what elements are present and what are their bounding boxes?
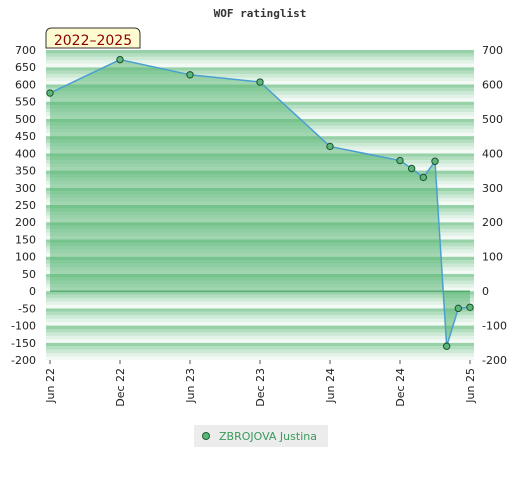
series-area <box>50 59 470 347</box>
y-tick-label: 300 <box>15 182 36 195</box>
y-tick-label: 500 <box>15 113 36 126</box>
y-tick-label: 100 <box>15 251 36 264</box>
y-axis-left: -200 -150 -100 -50 0 50 100 150 200 250 300 350 400 4… <box>11 44 36 367</box>
y-tick-label-right: 100 <box>482 251 503 264</box>
series-line <box>49 58 471 347</box>
y-tick-label: -100 <box>11 320 36 333</box>
x-tick-label: Dec 23 <box>254 368 267 407</box>
data-point[interactable] <box>419 173 428 182</box>
y-tick-label-right: -100 <box>482 320 507 333</box>
data-points <box>46 55 474 350</box>
y-tick-label: 450 <box>15 130 36 143</box>
y-tick-label: -150 <box>11 337 36 350</box>
y-tick-label: 350 <box>15 165 36 178</box>
x-tick-label: Dec 24 <box>394 368 407 407</box>
y-tick-label-right: 600 <box>482 78 503 91</box>
y-tick-label: 0 <box>29 285 36 298</box>
legend-marker <box>202 432 210 440</box>
legend-series-label: ZBROJOVA Justina <box>219 430 317 443</box>
x-tick-label: Dec 22 <box>114 368 127 407</box>
y-tick-label-right: 0 <box>482 285 489 298</box>
y-tick-label: -50 <box>18 302 36 315</box>
data-point[interactable] <box>46 89 54 97</box>
y-tick-label: 650 <box>15 61 36 74</box>
x-axis: Jun 22 Dec 22 Jun 23 Dec 23 Jun 24 Dec 24 Jun … <box>44 360 477 407</box>
y-tick-label: 200 <box>15 216 36 229</box>
y-tick-label: -200 <box>11 354 36 367</box>
y-tick-label: 150 <box>15 233 36 246</box>
x-tick-label: Jun 24 <box>324 368 337 404</box>
data-point[interactable] <box>396 156 404 165</box>
y-tick-label: 250 <box>15 199 36 212</box>
data-area <box>49 58 471 347</box>
y-tick-label: 50 <box>22 268 36 281</box>
y-tick-label: 700 <box>15 44 36 57</box>
data-point[interactable] <box>407 164 416 173</box>
legend[interactable]: ZBROJOVA Justina <box>194 425 328 447</box>
chart-title: WOF ratinglist <box>214 7 307 20</box>
data-point[interactable] <box>454 304 463 313</box>
data-point[interactable] <box>256 78 264 86</box>
x-tick-label: Jun 25 <box>464 368 477 404</box>
y-tick-label-right: -200 <box>482 354 507 367</box>
data-point[interactable] <box>466 303 474 311</box>
y-tick-label-right: 300 <box>482 182 503 195</box>
y-tick-label-right: 200 <box>482 216 503 229</box>
date-range-label: 2022–2025 <box>54 33 132 49</box>
data-point[interactable] <box>116 55 124 64</box>
y-tick-label-right: 500 <box>482 113 503 126</box>
y-tick-label-right: 700 <box>482 44 503 57</box>
data-point[interactable] <box>326 142 334 151</box>
y-tick-label: 550 <box>15 96 36 109</box>
x-tick-label: Jun 22 <box>44 368 57 404</box>
y-axis-right: -200 -100 0 100 200 300 400 500 600 700 <box>482 44 507 367</box>
date-range-badge: 2022–2025 <box>45 27 141 49</box>
y-tick-label-right: 400 <box>482 147 503 160</box>
x-tick-label: Jun 23 <box>184 368 197 404</box>
data-point[interactable] <box>442 342 451 350</box>
y-tick-label: 600 <box>15 78 36 91</box>
y-tick-label: 400 <box>15 147 36 160</box>
data-point[interactable] <box>186 71 194 79</box>
data-point[interactable] <box>431 157 439 165</box>
